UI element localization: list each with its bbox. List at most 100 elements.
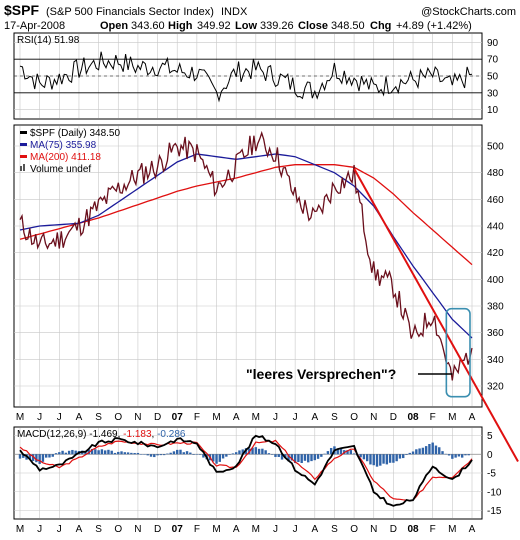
macd-hist-bar <box>136 452 140 455</box>
price-tick-label: 460 <box>487 195 504 206</box>
macd-hist-bar <box>431 442 434 455</box>
macd-hist-bar <box>280 454 284 460</box>
macd-hist-bar <box>300 454 303 464</box>
macd-hist-bar <box>271 454 274 455</box>
macd-hist-bar <box>176 449 179 455</box>
month-tick-label: M <box>252 412 260 423</box>
month-tick-label: F <box>430 524 436 535</box>
macd-hist-bar <box>169 452 172 455</box>
macd-hist-bar <box>352 453 356 455</box>
macd-hist-bar <box>395 454 398 462</box>
price-tick-label: 480 <box>487 168 504 179</box>
macd-hist-bar <box>71 449 74 455</box>
ma75-line <box>19 153 473 339</box>
price-tick-label: 500 <box>487 142 504 153</box>
month-tick-label: N <box>370 412 377 423</box>
legend-price: $SPF (Daily) 348.50 <box>30 128 120 139</box>
rsi-tick-label: 90 <box>487 38 499 49</box>
macd-hist-bar <box>454 454 457 458</box>
macd-hist-bar <box>421 447 425 455</box>
macd-hist-bar <box>162 454 166 456</box>
macd-hist-bar <box>51 454 54 457</box>
macd-hist-bar <box>28 454 32 460</box>
rsi-panel: 10 30 50 70 90 RSI(14) 51.98 <box>13 32 499 120</box>
macd-hist-bar <box>365 454 369 462</box>
macd-hist-bar <box>202 454 205 458</box>
macd-hist-bar <box>346 450 349 455</box>
month-tick-label: M <box>448 524 456 535</box>
macd-hist-bar <box>100 449 104 455</box>
macd-hist-bar <box>251 447 254 455</box>
month-tick-label: S <box>331 412 338 423</box>
macd-hist-bar <box>392 454 395 463</box>
ma200-line <box>19 164 473 266</box>
macd-tick-label: 0 <box>487 450 493 461</box>
macd-hist-bar <box>225 454 228 457</box>
macd-hist-bar <box>212 454 215 462</box>
price-tick-label: 380 <box>487 302 504 313</box>
macd-hist-bar <box>264 450 267 455</box>
macd-hist-bar <box>261 448 264 455</box>
macd-hist-bar <box>339 448 343 455</box>
legend-swatch-ma75 <box>20 143 27 146</box>
macd-hist-bar <box>48 454 51 458</box>
macd-hist-bar <box>117 451 120 455</box>
month-tick-label: A <box>469 412 476 423</box>
macd-hist-bar <box>130 452 133 455</box>
macd-hist-bar <box>274 454 277 457</box>
macd-hist-bar <box>31 454 35 461</box>
month-tick-label: D <box>154 412 161 423</box>
macd-hist-bar <box>54 453 58 455</box>
macd-hist-bar <box>192 454 195 455</box>
macd-hist-bar <box>375 454 379 467</box>
month-tick-label: 07 <box>172 412 184 423</box>
symbol-title: $SPF <box>4 2 39 18</box>
macd-hist-bar <box>287 454 290 462</box>
month-tick-label: A <box>233 412 240 423</box>
macd-hist-bar <box>172 451 176 455</box>
macd-hist-bar <box>359 454 362 458</box>
macd-hist-bar <box>415 449 418 455</box>
price-tick-label: 420 <box>487 248 504 259</box>
rsi-line <box>19 51 473 103</box>
macd-hist-bar <box>372 454 375 466</box>
macd-hist-bar <box>402 454 405 459</box>
macd-hist-bar <box>313 454 316 461</box>
month-tick-label: A <box>76 412 83 423</box>
macd-hist-bar <box>153 454 156 458</box>
rsi-tick-label: 70 <box>487 55 499 66</box>
rsi-label: RSI(14) 51.98 <box>17 35 80 46</box>
macd-hist-bar <box>74 450 77 455</box>
month-tick-label: M <box>448 412 456 423</box>
macd-hist-bar <box>284 454 287 458</box>
month-tick-label: J <box>293 524 298 535</box>
macd-hist-bar <box>238 450 241 455</box>
macd-hist-bar <box>307 454 310 463</box>
macd-hist-bar <box>405 454 408 455</box>
macd-hist-bar <box>228 454 231 455</box>
month-tick-label: A <box>76 524 83 535</box>
macd-hist-bar <box>87 449 90 455</box>
macd-hist-bar <box>120 451 123 455</box>
macd-hist-bar <box>254 447 258 455</box>
month-tick-label: F <box>194 524 200 535</box>
macd-hist-bar <box>185 451 189 455</box>
macd-hist-bar <box>143 454 146 455</box>
month-tick-label: N <box>370 524 377 535</box>
macd-hist-bar <box>113 452 117 455</box>
month-tick-label: 07 <box>172 524 184 535</box>
macd-hist-bar <box>464 454 467 456</box>
macd-hist-bar <box>385 454 389 465</box>
low-value: 339.26 <box>260 20 294 32</box>
index-name: (S&P 500 Financials Sector Index) <box>46 6 214 18</box>
month-tick-label: J <box>57 524 62 535</box>
macd-hist-bar <box>326 451 330 455</box>
month-tick-label: 08 <box>407 524 419 535</box>
macd-hist-bar <box>133 452 136 455</box>
legend-volume: Volume undef <box>30 164 91 175</box>
macd-hist-bar <box>362 454 366 460</box>
macd-hist-bar <box>451 454 454 459</box>
macd-tick-label: 5 <box>487 431 493 442</box>
month-tick-label: O <box>350 412 358 423</box>
